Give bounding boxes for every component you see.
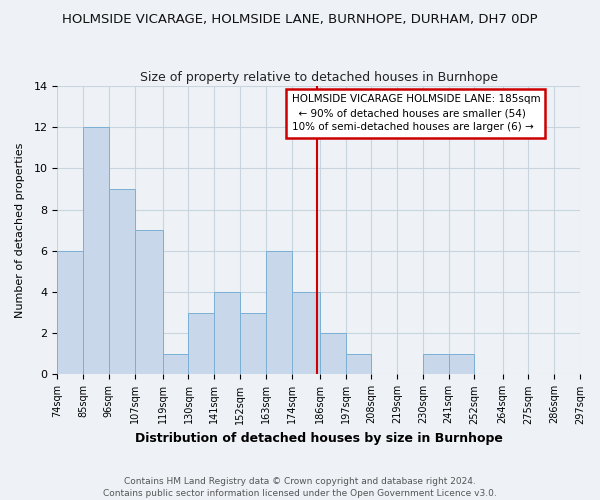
Bar (580, 354, 600, 374)
Bar (163, 354, 188, 374)
Bar (134, 230, 163, 374)
Bar (188, 312, 214, 374)
Bar (214, 292, 240, 374)
Y-axis label: Number of detached properties: Number of detached properties (15, 142, 25, 318)
Bar (83, 128, 109, 374)
Bar (423, 354, 449, 374)
Text: HOLMSIDE VICARAGE HOLMSIDE LANE: 185sqm
  ← 90% of detached houses are smaller (: HOLMSIDE VICARAGE HOLMSIDE LANE: 185sqm … (292, 94, 540, 132)
Bar (57, 251, 83, 374)
Bar (320, 333, 346, 374)
Bar (266, 251, 292, 374)
Text: HOLMSIDE VICARAGE, HOLMSIDE LANE, BURNHOPE, DURHAM, DH7 0DP: HOLMSIDE VICARAGE, HOLMSIDE LANE, BURNHO… (62, 12, 538, 26)
Bar (109, 189, 134, 374)
Bar (240, 312, 266, 374)
Title: Size of property relative to detached houses in Burnhope: Size of property relative to detached ho… (140, 70, 497, 84)
Text: Contains HM Land Registry data © Crown copyright and database right 2024.
Contai: Contains HM Land Registry data © Crown c… (103, 476, 497, 498)
Bar (292, 292, 320, 374)
X-axis label: Distribution of detached houses by size in Burnhope: Distribution of detached houses by size … (134, 432, 503, 445)
Bar (346, 354, 371, 374)
Bar (449, 354, 475, 374)
